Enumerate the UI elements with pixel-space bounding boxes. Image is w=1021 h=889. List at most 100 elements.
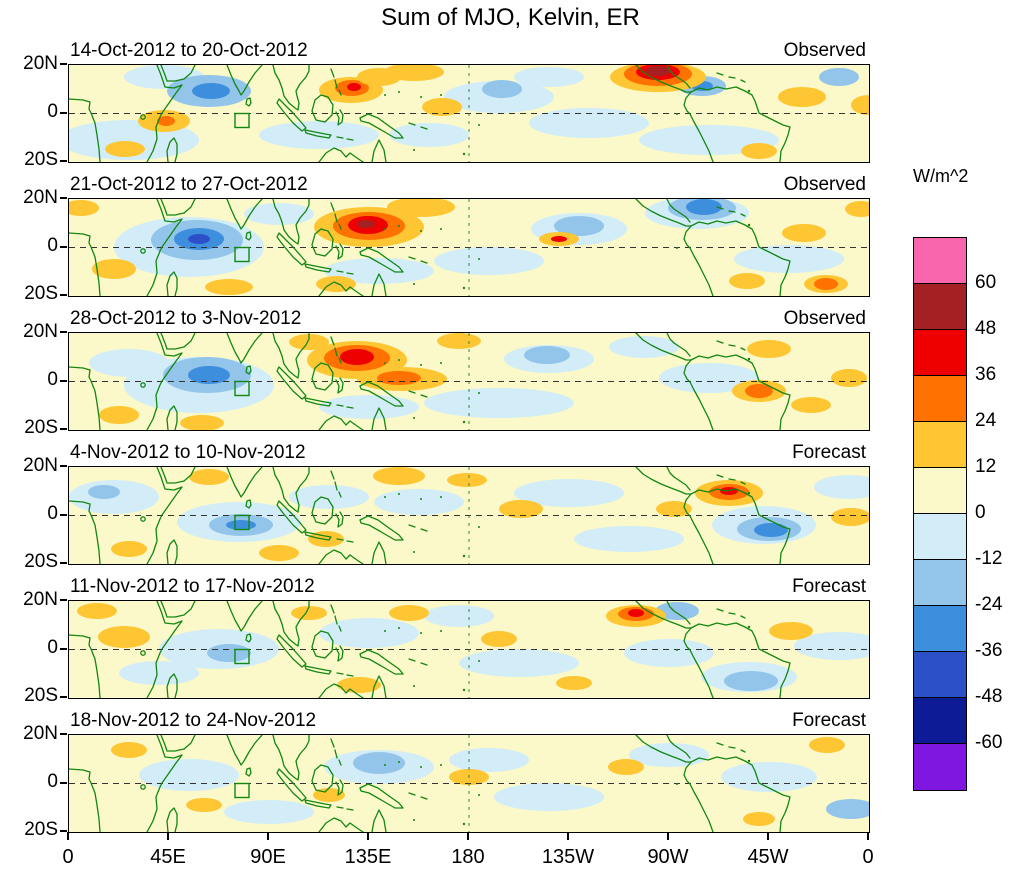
- panel-4-header: 4-Nov-2012 to 10-Nov-2012 Forecast: [68, 440, 868, 464]
- x-axis-tick: [67, 832, 69, 840]
- x-axis-tick: [167, 832, 169, 840]
- x-tick-label: 45E: [150, 846, 186, 868]
- x-axis-tick: [367, 832, 369, 840]
- colorbar-cell: [914, 238, 966, 284]
- y-axis-tick: [60, 245, 67, 248]
- y-axis-tick: [60, 830, 67, 832]
- y-tick-label: 20S: [24, 149, 58, 170]
- x-axis-tick: [767, 832, 769, 840]
- x-axis-tick: [867, 832, 869, 840]
- y-axis-tick: [60, 63, 67, 65]
- y-axis-tick: [60, 160, 67, 162]
- panel-period: 11-Nov-2012 to 17-Nov-2012: [70, 576, 315, 597]
- y-axis-tick: [60, 111, 67, 114]
- y-axis-tick: [60, 696, 67, 698]
- y-tick-label: 0: [47, 503, 58, 524]
- panel-1: 14-Oct-2012 to 20-Oct-2012 Observed 20N …: [0, 38, 900, 170]
- y-axis-tick: [60, 379, 67, 382]
- y-axis-tick: [60, 781, 67, 784]
- y-axis-tick: [60, 294, 67, 296]
- x-tick-label: 0: [862, 846, 874, 868]
- x-tick-label: 90W: [647, 846, 689, 868]
- panel-type-badge: Observed: [783, 174, 866, 195]
- y-tick-label: 0: [47, 369, 58, 390]
- panel-period: 28-Oct-2012 to 3-Nov-2012: [70, 308, 302, 329]
- y-tick-label: 20N: [23, 723, 58, 744]
- colorbar-cell: [914, 330, 966, 376]
- colorbar-tick-label: -60: [975, 732, 1003, 753]
- colorbar-tick-label: 24: [975, 410, 997, 431]
- map-panel: [68, 332, 870, 431]
- panel-type-badge: Observed: [783, 40, 866, 61]
- x-axis-tick: [467, 832, 469, 840]
- panel-3: 28-Oct-2012 to 3-Nov-2012 Observed 20N 0…: [0, 306, 900, 438]
- y-tick-label: 20N: [23, 53, 58, 74]
- y-tick-label: 20S: [24, 819, 58, 840]
- panel-period: 4-Nov-2012 to 10-Nov-2012: [70, 442, 306, 463]
- y-axis-tick: [60, 513, 67, 516]
- map-panel: [68, 466, 870, 565]
- y-tick-label: 20S: [24, 685, 58, 706]
- colorbar-tick-label: 12: [975, 456, 997, 477]
- panel-type-badge: Forecast: [792, 710, 866, 731]
- y-tick-label: 20N: [23, 321, 58, 342]
- colorbar-units-label: W/m^2: [913, 166, 969, 186]
- panel-6: 18-Nov-2012 to 24-Nov-2012 Forecast 20N …: [0, 708, 900, 840]
- panel-period: 14-Oct-2012 to 20-Oct-2012: [70, 40, 308, 61]
- panel-type-badge: Forecast: [792, 576, 866, 597]
- x-tick-label: 180: [451, 846, 485, 868]
- y-tick-label: 20N: [23, 187, 58, 208]
- colorbar-tick-label: 48: [975, 318, 997, 339]
- y-axis-tick: [60, 647, 67, 650]
- y-axis-tick: [60, 599, 67, 601]
- panel-type-badge: Observed: [783, 308, 866, 329]
- x-tick-label: 135W: [541, 846, 595, 868]
- map-panel: [68, 198, 870, 297]
- y-tick-label: 0: [47, 235, 58, 256]
- panel-5-header: 11-Nov-2012 to 17-Nov-2012 Forecast: [68, 574, 868, 598]
- panel-2: 21-Oct-2012 to 27-Oct-2012 Observed 20N …: [0, 172, 900, 304]
- colorbar-cell: [914, 652, 966, 698]
- panel-3-header: 28-Oct-2012 to 3-Nov-2012 Observed: [68, 306, 868, 330]
- colorbar-tick-label: -36: [975, 640, 1003, 661]
- y-tick-label: 20N: [23, 589, 58, 610]
- y-axis-tick: [60, 562, 67, 564]
- map-panel: [68, 734, 870, 833]
- panel-4: 4-Nov-2012 to 10-Nov-2012 Forecast 20N 0…: [0, 440, 900, 572]
- x-axis: 0 45E 90E 135E 180 135W 90W 45W 0: [0, 846, 900, 872]
- x-tick-label: 90E: [250, 846, 286, 868]
- panel-period: 18-Nov-2012 to 24-Nov-2012: [70, 710, 317, 731]
- panel-1-header: 14-Oct-2012 to 20-Oct-2012 Observed: [68, 38, 868, 62]
- y-axis-tick: [60, 197, 67, 199]
- panel-period: 21-Oct-2012 to 27-Oct-2012: [70, 174, 308, 195]
- y-tick-label: 20N: [23, 455, 58, 476]
- panel-type-badge: Forecast: [792, 442, 866, 463]
- map-panel: [68, 64, 870, 163]
- x-axis-tick: [267, 832, 269, 840]
- y-tick-label: 20S: [24, 417, 58, 438]
- colorbar-cell: [914, 422, 966, 468]
- colorbar-tick-label: -48: [975, 686, 1003, 707]
- colorbar-tick-label: -24: [975, 594, 1003, 615]
- y-axis-tick: [60, 331, 67, 333]
- x-tick-label: 45W: [747, 846, 789, 868]
- x-tick-label: 135E: [344, 846, 392, 868]
- x-axis-tick: [667, 832, 669, 840]
- panel-6-header: 18-Nov-2012 to 24-Nov-2012 Forecast: [68, 708, 868, 732]
- y-tick-label: 0: [47, 771, 58, 792]
- y-axis-tick: [60, 428, 67, 430]
- colorbar-tick-label: 0: [975, 502, 986, 523]
- y-axis-tick: [60, 465, 67, 467]
- chart-title: Sum of MJO, Kelvin, ER: [381, 4, 640, 31]
- colorbar-tick-label: 60: [975, 272, 997, 293]
- colorbar-cell: [914, 560, 966, 606]
- panel-2-header: 21-Oct-2012 to 27-Oct-2012 Observed: [68, 172, 868, 196]
- y-axis-tick: [60, 733, 67, 735]
- colorbar-cell: [914, 606, 966, 652]
- x-axis-tick: [567, 832, 569, 840]
- colorbar-cell: [914, 284, 966, 330]
- colorbar-cell: [914, 514, 966, 560]
- colorbar-cell: [914, 744, 966, 790]
- colorbar-cell: [914, 376, 966, 422]
